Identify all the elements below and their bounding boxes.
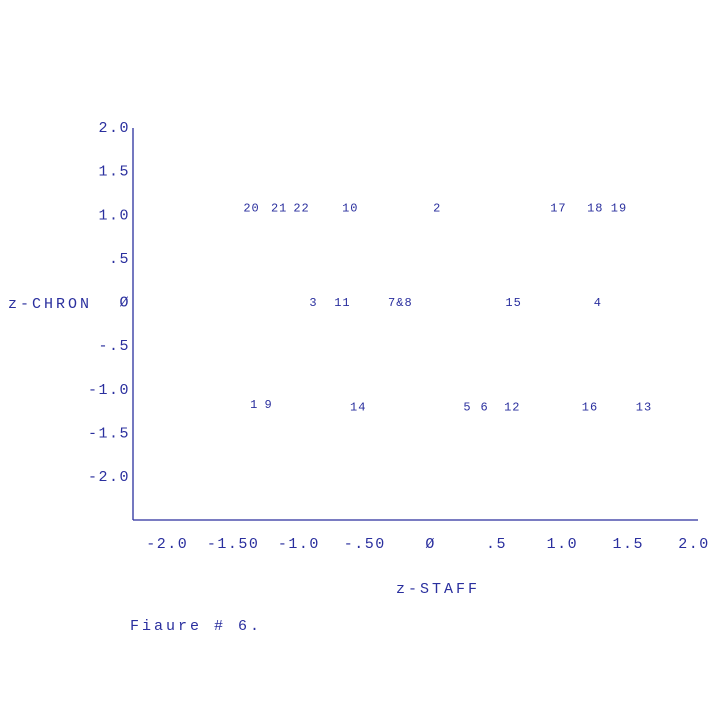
x-tick-label: .5 — [486, 536, 507, 553]
point-label: 15 — [505, 296, 521, 310]
x-tick-label: 2.0 — [678, 536, 710, 553]
point-label: 19 — [611, 201, 627, 215]
point-label: 14 — [350, 401, 366, 415]
point-label: 9 — [265, 398, 273, 412]
point-label: 13 — [636, 401, 652, 415]
point-label: 20 — [243, 201, 259, 215]
y-tick-label: 2.0 — [98, 120, 130, 137]
x-tick-label: 1.0 — [547, 536, 579, 553]
y-tick-label: 1.5 — [98, 164, 130, 181]
point-label: 6 — [481, 401, 489, 415]
x-tick-label: Ø — [425, 536, 436, 553]
point-label: 16 — [582, 401, 598, 415]
y-tick-label: -1.0 — [88, 382, 130, 399]
point-label: 17 — [550, 201, 566, 215]
x-tick-label: -2.0 — [146, 536, 188, 553]
point-label: 11 — [334, 296, 350, 310]
point-label: 5 — [463, 401, 471, 415]
x-axis-label: z-STAFF — [396, 581, 480, 598]
point-label: 10 — [342, 201, 358, 215]
point-label: 12 — [504, 401, 520, 415]
point-label: 21 — [271, 201, 287, 215]
x-tick-label: -.50 — [344, 536, 386, 553]
point-label: 4 — [594, 296, 602, 310]
y-axis-label: z-CHRON — [8, 296, 92, 313]
y-tick-label: -.5 — [98, 338, 130, 355]
point-label: 1 — [250, 398, 258, 412]
y-tick-label: -2.0 — [88, 469, 130, 486]
x-tick-label: 1.5 — [612, 536, 644, 553]
y-tick-label: -1.5 — [88, 426, 130, 443]
caption: Fiaure # 6. — [130, 618, 262, 635]
point-label: 2 — [433, 201, 441, 215]
point-label: 3 — [309, 296, 317, 310]
y-tick-label: 1.0 — [98, 207, 130, 224]
point-label: 7&8 — [388, 296, 413, 310]
point-label: 18 — [587, 201, 603, 215]
point-label: 22 — [293, 201, 309, 215]
y-tick-label: Ø — [119, 295, 130, 312]
x-tick-label: -1.50 — [207, 536, 260, 553]
y-tick-label: .5 — [109, 251, 130, 268]
x-tick-label: -1.0 — [278, 536, 320, 553]
